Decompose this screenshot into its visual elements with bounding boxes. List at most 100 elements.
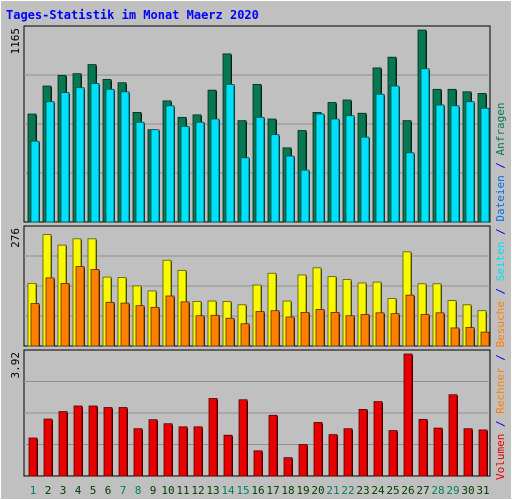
bar-rechner	[480, 331, 490, 347]
bar-seiten	[450, 105, 460, 223]
bar-shadow	[429, 315, 430, 346]
bar-seiten	[255, 116, 265, 223]
right-legend: Volumen / Rechner / Besuche / Seiten / D…	[494, 102, 507, 480]
bar-shadow	[129, 92, 130, 222]
bar-rechner	[465, 327, 475, 347]
bar-volumen	[223, 434, 233, 477]
bar-rechner	[165, 295, 175, 347]
bar-seiten	[300, 169, 310, 223]
bar-seiten	[120, 91, 130, 223]
x-tick-label: 13	[206, 484, 219, 497]
bar-rechner	[345, 315, 355, 347]
bar-shadow	[99, 84, 100, 223]
bar-shadow	[414, 296, 415, 346]
bar-shadow	[457, 395, 458, 476]
bar-volumen	[388, 430, 398, 477]
x-tick-label: 17	[266, 484, 279, 497]
bar-seiten	[225, 83, 235, 223]
bar-shadow	[247, 400, 248, 476]
bar-rechner	[255, 311, 265, 347]
x-tick-label: 9	[150, 484, 157, 497]
bar-shadow	[472, 429, 473, 476]
x-tick-label: 20	[311, 484, 324, 497]
bar-shadow	[264, 118, 265, 222]
legend-entry: /	[494, 348, 507, 368]
bar-shadow	[112, 408, 113, 476]
bar-volumen	[58, 411, 68, 477]
bar-rechner	[30, 303, 40, 347]
bar-shadow	[99, 270, 100, 346]
bar-rechner	[405, 294, 415, 347]
bar-shadow	[307, 445, 308, 476]
bar-shadow	[159, 130, 160, 222]
bar-shadow	[174, 296, 175, 346]
bar-rechner	[105, 301, 115, 347]
bar-seiten	[90, 83, 100, 223]
x-tick-label: 2	[45, 484, 52, 497]
x-tick-label: 31	[476, 484, 489, 497]
bar-rechner	[150, 306, 160, 347]
bar-volumen	[448, 394, 458, 477]
bar-shadow	[202, 427, 203, 476]
x-tick-label: 3	[60, 484, 67, 497]
bar-shadow	[294, 318, 295, 346]
bar-volumen	[208, 398, 218, 477]
bar-rechner	[375, 312, 385, 347]
chart-title: Tages-Statistik im Monat Maerz 2020	[6, 8, 259, 22]
bar-volumen	[118, 407, 128, 477]
x-tick-label: 21	[326, 484, 339, 497]
bar-seiten	[420, 68, 430, 223]
bar-rechner	[360, 314, 370, 347]
bar-seiten	[435, 104, 445, 223]
bar-volumen	[103, 407, 113, 477]
bar-shadow	[487, 430, 488, 476]
bar-seiten	[240, 157, 250, 223]
bar-volumen	[328, 434, 338, 477]
bar-shadow	[54, 278, 55, 346]
legend-entry: Seiten	[494, 242, 507, 282]
bar-volumen	[253, 450, 263, 477]
bar-shadow	[352, 429, 353, 476]
bar-shadow	[367, 410, 368, 476]
bar-shadow	[69, 284, 70, 346]
x-tick-label: 18	[281, 484, 294, 497]
bar-volumen	[178, 426, 188, 477]
bar-seiten	[105, 88, 115, 223]
bar-shadow	[54, 102, 55, 222]
bar-seiten	[150, 129, 160, 223]
bar-shadow	[384, 313, 385, 346]
bar-seiten	[45, 101, 55, 223]
bar-shadow	[399, 314, 400, 346]
bar-shadow	[474, 328, 475, 346]
bar-shadow	[144, 123, 145, 222]
legend-entry: Anfragen	[494, 102, 507, 155]
legend-entry: Besuche	[494, 301, 507, 347]
x-tick-label: 10	[161, 484, 174, 497]
bar-shadow	[174, 106, 175, 222]
bar-rechner	[315, 309, 325, 347]
bar-volumen	[28, 437, 38, 477]
bar-shadow	[382, 402, 383, 476]
bar-shadow	[127, 408, 128, 476]
bar-shadow	[489, 109, 490, 222]
bar-rechner	[240, 323, 250, 347]
bar-shadow	[444, 105, 445, 222]
bar-shadow	[486, 311, 487, 346]
bar-shadow	[414, 153, 415, 222]
bar-shadow	[52, 420, 53, 476]
bar-rechner	[60, 282, 70, 347]
bar-shadow	[321, 268, 322, 346]
bar-shadow	[412, 355, 413, 476]
bar-rechner	[120, 302, 130, 347]
x-tick-label: 8	[135, 484, 142, 497]
bar-shadow	[189, 302, 190, 346]
bar-rechner	[75, 266, 85, 347]
x-tick-label: 15	[236, 484, 249, 497]
bar-shadow	[399, 87, 400, 222]
bar-shadow	[369, 315, 370, 346]
bar-shadow	[369, 138, 370, 222]
bar-volumen	[298, 444, 308, 477]
bar-shadow	[324, 115, 325, 222]
bar-shadow	[322, 423, 323, 476]
bar-seiten	[60, 92, 70, 223]
